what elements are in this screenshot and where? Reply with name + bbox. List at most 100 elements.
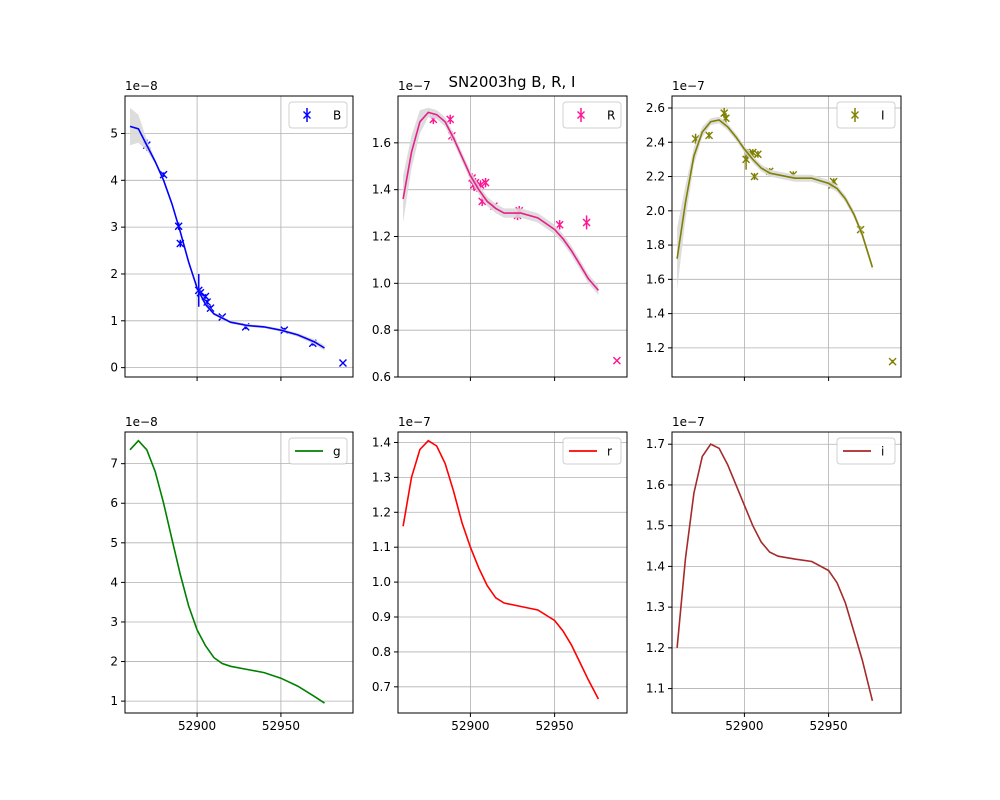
y-tick-label: 1.0 (372, 276, 391, 290)
panel-R: 0.6 0.8 1.0 1.2 1.4 1.6 1e−7 R (372, 79, 628, 384)
confidence-band (403, 107, 599, 295)
plot-area (402, 439, 600, 700)
data-point (753, 150, 762, 159)
y-tick-label: 2 (110, 267, 118, 281)
y-tick-label: 6 (110, 496, 118, 510)
legend-label: R (607, 109, 615, 123)
y-tick-label: 1.2 (372, 505, 391, 519)
y-tick-label: 1.2 (372, 230, 391, 244)
x-tick-label: 52950 (536, 719, 574, 733)
y-tick-label: 1.3 (372, 470, 391, 484)
panel-B: 0 1 2 3 4 5 1e−8 B (110, 79, 354, 381)
figure-title: SN2003hg B, R, I (449, 73, 576, 91)
x-tick-label: 52900 (451, 719, 489, 733)
y-exponent-label: 1e−7 (672, 415, 705, 429)
y-tick-label: 1.6 (646, 272, 665, 286)
y-tick-label: 3 (110, 615, 118, 629)
x-tick-label: 52900 (725, 719, 763, 733)
y-tick-label: 4 (110, 575, 118, 589)
series-line (402, 439, 600, 700)
fit-line (402, 111, 600, 291)
confidence-band (130, 107, 325, 351)
y-tick-label: 0.6 (372, 370, 391, 384)
y-tick-label: 0.8 (372, 323, 391, 337)
data-point (446, 115, 455, 124)
axes-frame (671, 95, 902, 378)
x-tick-label: 52950 (262, 719, 300, 733)
y-tick-label: 0.9 (372, 610, 391, 624)
data-point (555, 220, 564, 229)
y-tick-label: 1.4 (646, 307, 665, 321)
y-tick-label: 1.0 (372, 575, 391, 589)
data-point-marker (481, 178, 490, 187)
data-point-marker (555, 220, 564, 229)
fit-line (129, 125, 325, 349)
y-tick-label: 1.3 (646, 600, 665, 614)
axes-frame (124, 95, 354, 378)
panel-i: 52900 52950 1.1 1.2 1.3 1.4 1.5 1.6 1.7 1e−7 i (646, 415, 902, 733)
data-point-marker (750, 172, 759, 181)
y-tick-label: 4 (110, 173, 118, 187)
legend-box (836, 101, 896, 129)
y-exponent-label: 1e−7 (672, 79, 705, 93)
legend: g (288, 437, 348, 465)
y-tick-label: 1.4 (646, 559, 665, 573)
data-point-marker (705, 131, 714, 140)
y-exponent-label: 1e−8 (125, 415, 158, 429)
y-tick-label: 1.1 (372, 540, 391, 554)
legend-label: I (881, 109, 885, 123)
y-tick-label: 1.6 (646, 478, 665, 492)
y-tick-label: 1.5 (646, 519, 665, 533)
data-point (481, 178, 490, 187)
legend: r (562, 437, 622, 465)
y-tick-label: 1.4 (372, 435, 391, 449)
y-tick-label: 2.6 (646, 101, 665, 115)
legend-label: r (607, 445, 612, 459)
panel-I: 1.2 1.4 1.6 1.8 2.0 2.2 2.4 2.6 1e−7 I (646, 79, 902, 381)
plot-area (676, 443, 874, 701)
x-tick-label: 52950 (810, 719, 848, 733)
axes-frame (671, 431, 902, 714)
y-tick-label: 2.4 (646, 135, 665, 149)
panels: 0 1 2 3 4 5 1e−8 B 0.6 0.8 1.0 1.2 1.4 1.6 1e−7 R 1.2 1.4… (110, 79, 902, 733)
data-point (705, 131, 714, 140)
data-point-marker (753, 150, 762, 159)
y-exponent-label: 1e−7 (398, 415, 431, 429)
legend-marker (577, 111, 585, 119)
legend: I (836, 101, 896, 129)
plot-area (676, 107, 897, 366)
data-point-marker (446, 115, 455, 124)
y-tick-label: 1.6 (372, 136, 391, 150)
legend-marker (851, 111, 859, 119)
data-point (750, 172, 759, 181)
legend-label: g (333, 445, 341, 459)
y-tick-label: 2 (110, 655, 118, 669)
data-point-marker (888, 357, 897, 366)
legend-marker (303, 111, 311, 119)
y-tick-label: 3 (110, 220, 118, 234)
legend-box (288, 101, 348, 129)
panel-r: 52900 52950 0.7 0.8 0.9 1.0 1.1 1.2 1.3 1.4 1e−7 r (372, 415, 628, 733)
panel-g: 52900 52950 1 2 3 4 5 6 7 1e−8 g (110, 415, 354, 733)
legend: R (562, 101, 622, 129)
legend-box (562, 101, 622, 129)
plot-area (129, 107, 347, 367)
axes-frame (397, 431, 628, 714)
data-point (582, 218, 591, 227)
y-tick-label: 7 (110, 457, 118, 471)
y-tick-label: 0.7 (372, 680, 391, 694)
y-tick-label: 1.8 (646, 238, 665, 252)
data-point (612, 356, 621, 365)
series-line (129, 439, 325, 704)
y-tick-label: 5 (110, 536, 118, 550)
series-line (676, 443, 874, 701)
y-tick-label: 2.0 (646, 204, 665, 218)
y-tick-label: 0.8 (372, 645, 391, 659)
data-point (888, 357, 897, 366)
y-tick-label: 2.2 (646, 170, 665, 184)
y-tick-label: 1.4 (372, 183, 391, 197)
data-point-marker (612, 356, 621, 365)
y-tick-label: 5 (110, 126, 118, 140)
x-tick-label: 52900 (178, 719, 216, 733)
